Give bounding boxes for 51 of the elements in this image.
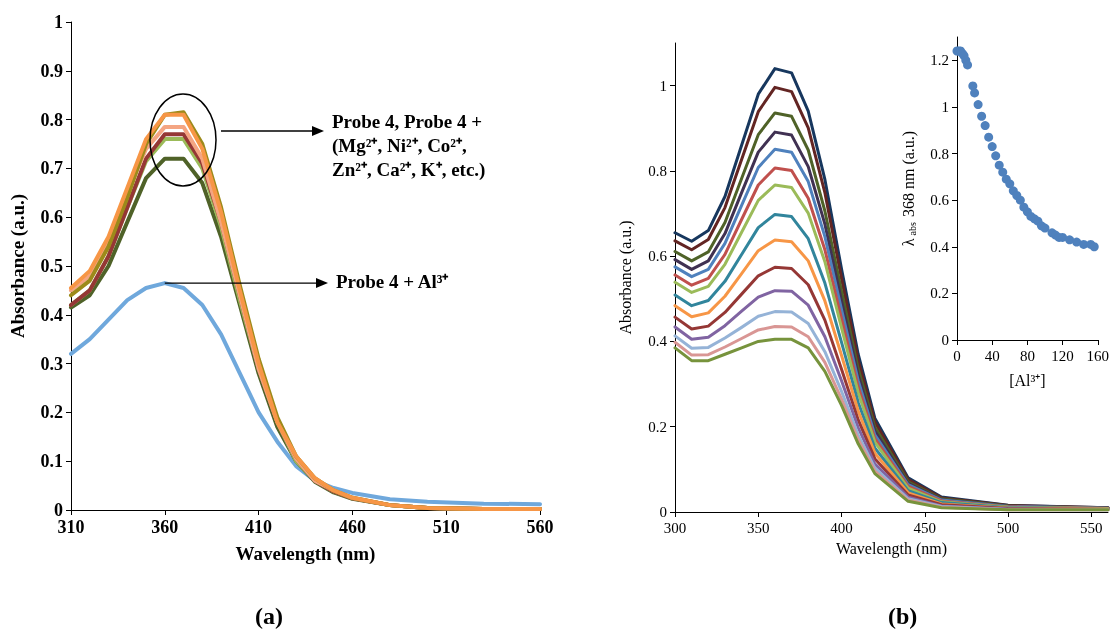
x-tick-label: 550: [1080, 519, 1103, 536]
x-tick-label: 400: [830, 519, 853, 536]
y-tick-label: 0.8: [648, 162, 667, 179]
x-tick-label: 120: [1051, 347, 1074, 364]
x-tick-label: 460: [338, 517, 366, 537]
y-tick-label: 0.3: [40, 353, 63, 374]
y-tick-label: 0: [941, 332, 949, 348]
y-tick-label: 0: [54, 500, 63, 520]
y-tick-label: 0.9: [40, 60, 63, 81]
x-tick-label: 360: [151, 517, 179, 537]
y-tick-label: 0.6: [648, 248, 668, 265]
y-tick-label: 0.2: [40, 402, 63, 423]
y-tick-label: 0.4: [648, 333, 668, 350]
y-tick-label: 0.8: [930, 145, 949, 162]
x-tick-label: 40: [984, 347, 1000, 364]
y-tick-label: 0.4: [930, 238, 950, 255]
y-tick-label: 0.1: [40, 451, 63, 472]
y-axis-title: Absorbance (a.u.): [7, 193, 29, 339]
text: (a): [255, 603, 284, 629]
x-tick-label: 560: [526, 517, 554, 537]
y-tick-label: 1.2: [930, 52, 949, 69]
y-tick-label: 1: [659, 77, 667, 94]
x-tick-label: 450: [913, 519, 937, 536]
y-tick-label: 0.2: [930, 285, 949, 302]
x-tick-label: 350: [747, 519, 770, 536]
x-tick-label: 160: [1086, 347, 1109, 364]
y-tick-label: 1: [941, 98, 949, 115]
annotation: Probe 4 + Al³⁺: [336, 270, 450, 295]
x-tick-label: 80: [1019, 347, 1035, 364]
x-tick-label: 0: [953, 347, 961, 364]
y-tick-label: 0: [659, 504, 667, 520]
annotation: Probe 4, Probe 4 + (Mg²⁺, Ni²⁺, Co²⁺, Zn²⁺, Ca²⁺, K⁺, etc.): [332, 110, 487, 182]
x-tick-label: 310: [57, 517, 85, 537]
y-tick-label: 0.6: [930, 192, 950, 209]
y-tick-label: 0.2: [648, 418, 667, 435]
x-tick-label: 500: [996, 519, 1020, 536]
y-tick-label: 0.7: [40, 158, 63, 179]
y-tick-label: 0.5: [40, 256, 63, 276]
x-axis-title: Wavelength (nm): [835, 539, 948, 558]
x-tick-label: 300: [663, 519, 687, 536]
text: (b): [888, 603, 919, 629]
x-tick-label: 510: [432, 517, 460, 537]
y-tick-label: 0.6: [40, 207, 63, 228]
y-axis-title: λabs 368 nm (a.u.): [899, 130, 918, 247]
y-tick-label: 0.8: [40, 109, 63, 130]
y-tick-label: 1: [54, 12, 63, 32]
x-tick-label: 410: [245, 517, 273, 537]
x-axis-title: [Al³⁺]: [1009, 371, 1046, 389]
y-axis-title: Absorbance (a.u.): [616, 220, 635, 335]
y-tick-label: 0.4: [40, 304, 63, 325]
x-axis-title: Wavelength (nm): [235, 543, 376, 565]
